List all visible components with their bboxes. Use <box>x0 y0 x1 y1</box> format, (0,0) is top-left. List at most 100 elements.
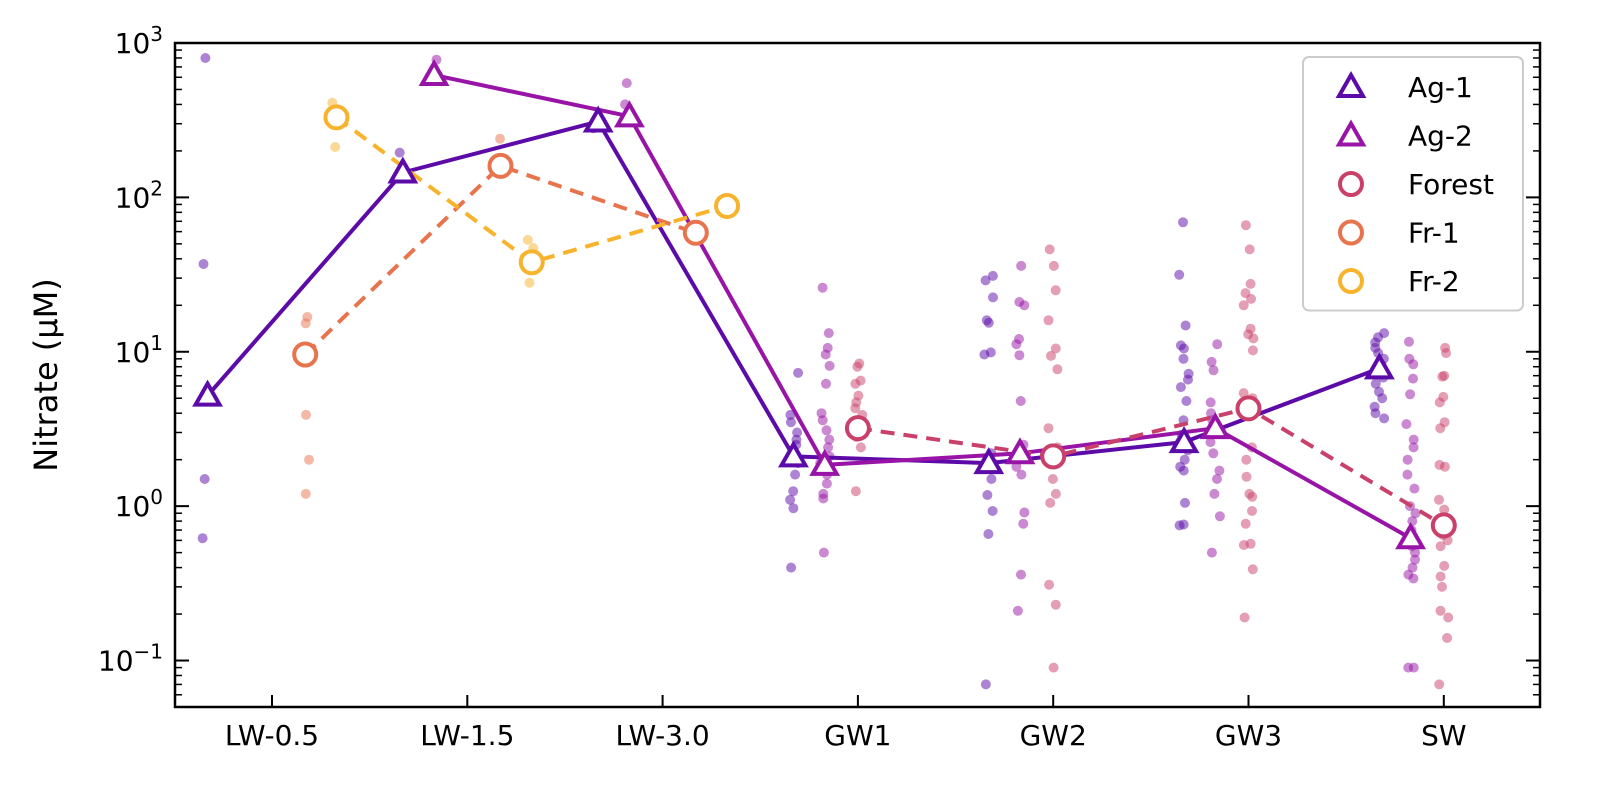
scatter-point-ag-2 <box>1208 365 1219 376</box>
series-markers <box>192 59 1457 550</box>
marker-forest <box>1040 443 1067 470</box>
scatter-point-forest <box>1245 323 1256 334</box>
scatter-point-ag-2 <box>1016 569 1026 580</box>
scatter-point-forest <box>1245 538 1256 549</box>
marker-ag-2 <box>613 100 645 128</box>
scatter-point-forest <box>1047 474 1058 484</box>
scatter-point-forest <box>1247 506 1257 516</box>
scatter-point-forest <box>1440 342 1451 353</box>
y-tick-label: 101 <box>115 331 163 369</box>
x-tick-label: GW2 <box>1020 719 1087 752</box>
scatter-point-ag-2 <box>818 547 829 558</box>
marker-ag-2 <box>1004 437 1036 465</box>
scatter-point-ag-2 <box>1214 511 1225 522</box>
scatter-point-ag-2 <box>621 78 632 89</box>
scatter-point-ag-1 <box>1175 340 1186 351</box>
marker-forest <box>1430 512 1457 539</box>
marker-ag-1 <box>582 105 614 133</box>
scatter-point-ag-1 <box>983 529 994 539</box>
scatter-point-ag-2 <box>1208 448 1219 459</box>
scatter-point-ag-1 <box>1178 217 1188 228</box>
legend-label-forest: Forest <box>1408 168 1494 201</box>
scatter-point-ag-1 <box>1374 386 1384 397</box>
scatter-point-ag-1 <box>1178 353 1189 364</box>
scatter-point-ag-2 <box>1209 488 1220 499</box>
scatter-point-forest <box>1435 571 1446 582</box>
scatter-point-ag-2 <box>1016 260 1027 271</box>
scatter-point-forest <box>1239 612 1250 623</box>
scatter-point-forest <box>1439 560 1450 571</box>
scatter-point-ag-2 <box>1404 336 1414 347</box>
scatter-point-forest <box>1247 345 1258 356</box>
scatter-point-ag-1 <box>1178 519 1189 530</box>
scatter-point-forest <box>1238 300 1249 311</box>
scatter-point-forest <box>1247 564 1258 575</box>
scatter-point-forest <box>1240 220 1251 231</box>
scatter-point-ag-1 <box>986 474 997 484</box>
scatter-point-fr-2 <box>330 142 341 152</box>
scatter-point-ag-1 <box>788 503 799 514</box>
x-tick-label: GW1 <box>824 719 891 752</box>
scatter-point-ag-2 <box>817 282 828 293</box>
legend-label-ag-1: Ag-1 <box>1408 71 1473 104</box>
y-tick-label: 100 <box>115 485 163 523</box>
scatter-point-ag-2 <box>821 478 832 489</box>
scatter-point-forest <box>855 375 866 386</box>
scatter-point-fr-2 <box>522 234 533 245</box>
marker-ag-1 <box>192 379 223 407</box>
scatter-point-forest <box>1052 364 1063 375</box>
scatter-point-forest <box>1240 518 1251 529</box>
marker-fr-1 <box>682 219 709 246</box>
scatter-point-ag-2 <box>1014 334 1024 344</box>
scatter-point-forest <box>853 390 864 401</box>
scatter-point-ag-1 <box>985 347 996 358</box>
scatter-point-ag-2 <box>1408 434 1419 445</box>
scatter-point-forest <box>1435 541 1446 552</box>
series-line-forest <box>857 406 1445 528</box>
scatter-point-ag-2 <box>1214 465 1225 476</box>
x-tick-label: LW-0.5 <box>225 719 319 752</box>
scatter-point-ag-1 <box>980 679 991 690</box>
scatter-point-forest <box>1050 488 1061 499</box>
legend-marker-ag-1 <box>1335 70 1367 98</box>
scatter-point-forest <box>1434 459 1445 470</box>
scatter-point-forest <box>855 442 866 453</box>
scatter-point-ag-1 <box>1370 378 1381 389</box>
scatter-point-ag-1 <box>1379 328 1390 339</box>
scatter-point-forest <box>1044 244 1055 255</box>
scatter-point-ag-1 <box>1175 382 1186 393</box>
scatter-point-ag-1 <box>982 490 993 500</box>
y-axis-label: Nitrate (µM) <box>27 278 65 471</box>
scatter-point-forest <box>1048 662 1059 673</box>
marker-fr-2 <box>323 104 350 131</box>
scatter-point-ag-2 <box>818 488 829 499</box>
scatter-point-forest <box>1434 679 1445 690</box>
scatter-point-fr-1 <box>300 488 311 499</box>
scatter-point-ag-1 <box>1369 401 1380 412</box>
scatter-point-ag-2 <box>1405 389 1416 400</box>
marker-fr-1 <box>487 152 514 179</box>
scatter-point-ag-1 <box>987 506 998 516</box>
scatter-point-ag-2 <box>1016 469 1027 480</box>
scatter-point-ag-2 <box>824 360 835 371</box>
scatter-point-ag-1 <box>788 486 799 497</box>
scatter-point-ag-1 <box>1379 413 1390 424</box>
x-tick-label: LW-1.5 <box>420 719 514 752</box>
scatter-point-ag-1 <box>785 417 796 428</box>
scatter-point-forest <box>1044 579 1055 590</box>
axes: LW-0.5 LW-1.5 LW-3.0 GW1 GW2 GW3 SW 10−1 100 101 1… <box>98 22 1542 752</box>
scatter-point-ag-2 <box>1205 397 1216 408</box>
scatter-point-forest <box>1050 285 1061 296</box>
x-tick-label: GW3 <box>1215 719 1282 752</box>
scatter-point-forest <box>1241 454 1252 465</box>
scatter-points <box>197 53 1454 690</box>
scatter-point-forest <box>1442 633 1453 643</box>
scatter-point-ag-1 <box>1183 368 1194 379</box>
scatter-point-ag-1 <box>1181 396 1192 406</box>
legend-marker-ag-2 <box>1335 119 1367 147</box>
scatter-point-ag-2 <box>1018 518 1029 529</box>
marker-ag-1 <box>1168 426 1200 454</box>
scatter-point-ag-2 <box>1408 373 1418 384</box>
scatter-point-ag-1 <box>785 409 796 420</box>
